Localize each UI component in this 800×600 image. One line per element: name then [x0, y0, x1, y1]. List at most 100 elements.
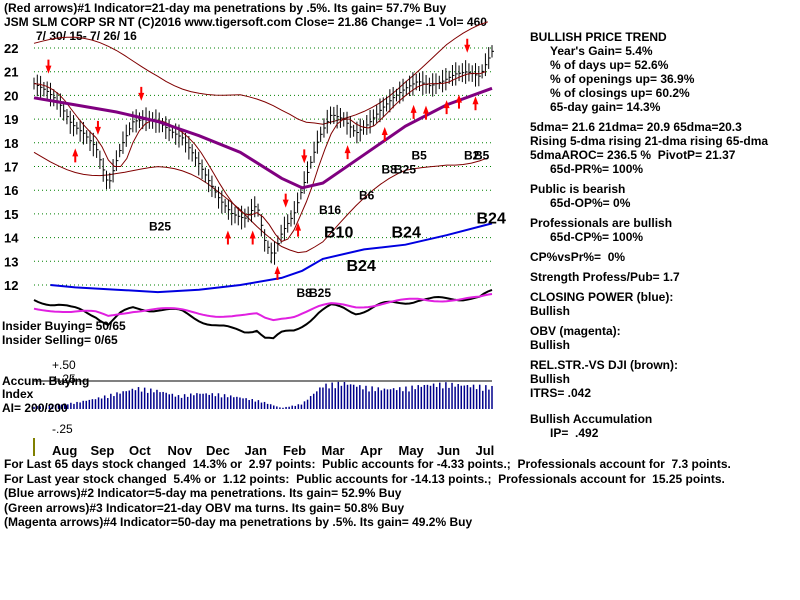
buy-arrow-icon	[224, 230, 231, 245]
relstr-title: REL.STR.-VS DJI (brown):	[530, 358, 678, 372]
note-blue-arrows: (Blue arrows)#2 Indicator=5-day ma penet…	[4, 486, 402, 500]
signal-label: B10	[324, 225, 353, 242]
trend-title: BULLISH PRICE TREND	[530, 30, 667, 44]
y-tick-label-16: 16	[4, 183, 18, 198]
obv-value: Bullish	[530, 338, 571, 352]
signal-label: B8	[382, 163, 398, 177]
note-magenta-arrows: (Magenta arrows)#4 Indicator=50-day ma p…	[4, 515, 473, 529]
signal-label: B6	[359, 189, 375, 203]
signal-label: B25	[394, 163, 416, 177]
insider-buying-label: Insider Buying= 50/65	[2, 319, 126, 333]
buy-arrow-icon	[295, 222, 302, 237]
buy-arrow-icon	[455, 94, 462, 109]
gain-65: 65-day gain= 14.3%	[550, 100, 661, 114]
buy-arrow-icon	[422, 105, 429, 120]
lower-indicators	[33, 222, 493, 340]
sell-arrow-icon	[45, 59, 52, 74]
accum-tick-label: +.25	[52, 372, 76, 386]
rising-mas: Rising 5-dma rising 21-dma rising 65-dma	[530, 134, 769, 148]
relative-strength-line	[33, 288, 493, 340]
signal-label: B5	[412, 148, 428, 162]
signal-arrows	[45, 38, 479, 281]
y-tick-label-14: 14	[4, 231, 19, 246]
signal-label: B24	[477, 210, 506, 227]
price-bars	[33, 45, 494, 265]
signal-label: B25	[149, 219, 171, 233]
indicator-summary-panel: BULLISH PRICE TREND Year's Gain= 5.4% % …	[530, 30, 798, 440]
signal-label: B24	[392, 225, 421, 242]
ma65-line	[33, 86, 493, 190]
buy-arrow-icon	[344, 145, 351, 160]
header-line-1: (Red arrows)#1 Indicator=21-day ma penet…	[4, 1, 446, 15]
month-label-feb: Feb	[283, 443, 306, 458]
accum-tick-label: +.50	[52, 358, 76, 372]
buy-arrow-icon	[381, 127, 388, 141]
sell-arrow-icon	[464, 38, 471, 53]
sell-arrow-icon	[138, 86, 145, 101]
price-axis-ticks: 12 13 14 15 16 17 18 19 20 21 22	[4, 41, 19, 293]
month-label-dec: Dec	[206, 443, 230, 458]
month-label-may: May	[399, 443, 425, 458]
cp-vs-pr: CP%vsPr%= 0%	[530, 250, 626, 264]
itrs: ITRS= .042	[530, 386, 592, 400]
note-last-year: For Last year stock changed 5.4% or 1.12…	[4, 471, 725, 486]
month-axis: Aug Sep Oct Nov Dec Jan Feb Mar Apr May Jun Jul	[52, 443, 494, 458]
y-tick-label-13: 13	[4, 254, 18, 269]
closing-power-line	[50, 222, 493, 294]
accumulation-title: Bullish Accumulation	[530, 412, 653, 426]
professionals-status: Professionals are bullish	[530, 216, 673, 230]
ai-label: AI= 200/200	[2, 401, 68, 415]
y-tick-label-17: 17	[4, 160, 18, 175]
upper-band-line	[33, 21, 489, 125]
buy-arrow-icon	[443, 100, 450, 115]
y-tick-label-15: 15	[4, 207, 18, 222]
bottom-notes: For Last 65 days stock changed 14.3% or …	[4, 457, 796, 530]
signal-label: B5	[474, 148, 490, 162]
note-green-arrows: (Green arrows)#3 Indicator=21-day OBV ma…	[4, 500, 405, 515]
obv-title: OBV (magenta):	[530, 324, 621, 338]
header-line-3: 7/ 30/ 15- 7/ 26/ 16	[36, 29, 137, 43]
y-tick-label-20: 20	[4, 88, 18, 103]
signal-label: B2	[464, 148, 480, 162]
month-label-sep: Sep	[91, 443, 115, 458]
buy-arrow-icon	[410, 104, 417, 119]
y-tick-label-21: 21	[4, 65, 18, 80]
days-up: % of days up= 52.6%	[550, 58, 669, 72]
insider-selling-label: Insider Selling= 0/65	[2, 333, 118, 347]
sell-arrow-icon	[301, 149, 308, 164]
closing-power-value: Bullish	[530, 304, 571, 318]
strength: Strength Profess/Pub= 1.7	[530, 270, 680, 284]
month-label-mar: Mar	[322, 443, 345, 458]
relstr-value: Bullish	[530, 372, 571, 386]
openings-up: % of openings up= 36.9%	[550, 72, 695, 86]
accum-index-title-1: Accum. Buying	[2, 374, 89, 388]
accum-tick-label: -.25	[52, 422, 73, 436]
buy-arrow-icon	[274, 266, 281, 281]
ip-value: IP= .492	[550, 426, 599, 440]
sell-arrow-icon	[282, 193, 289, 208]
signal-label: B25	[309, 286, 331, 300]
month-label-jul: Jul	[476, 443, 495, 458]
moving-averages	[33, 71, 493, 243]
dma-values: 5dma= 21.6 21dma= 20.9 65dma=20.3	[530, 120, 742, 134]
signal-label: B24	[347, 258, 376, 275]
month-label-aug: Aug	[52, 443, 77, 458]
ma21-line	[33, 71, 486, 243]
sell-arrow-icon	[94, 120, 101, 135]
signal-label: B16	[319, 203, 341, 217]
header-line-2: JSM SLM CORP SR NT (C)2016 www.tigersoft…	[4, 15, 487, 29]
accum-index-title-2: Index	[2, 387, 34, 401]
buy-arrow-icon	[472, 96, 479, 111]
obv-line	[33, 293, 493, 322]
buy-arrow-icon	[249, 230, 256, 245]
buy-arrow-icon	[72, 148, 79, 163]
month-label-oct: Oct	[129, 443, 151, 458]
pr-65: 65d-PR%= 100%	[550, 162, 644, 176]
note-65-days: For Last 65 days stock changed 14.3% or …	[4, 457, 731, 471]
y-tick-label-22: 22	[4, 41, 18, 56]
closings-up: % of closings up= 60.2%	[550, 86, 690, 100]
month-label-nov: Nov	[168, 443, 193, 458]
years-gain: Year's Gain= 5.4%	[550, 44, 653, 58]
